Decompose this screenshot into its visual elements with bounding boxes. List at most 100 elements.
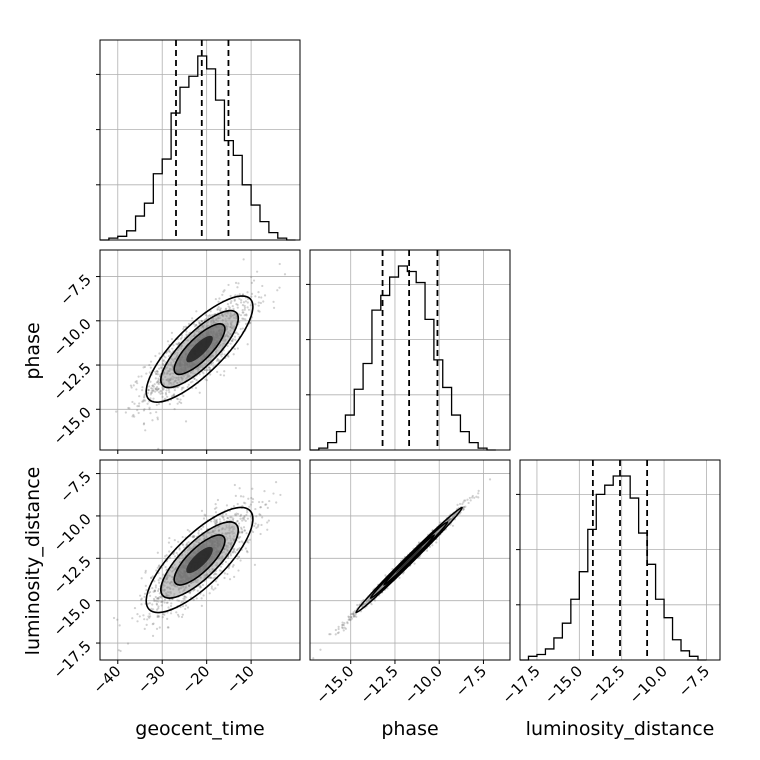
sample-point xyxy=(185,330,188,333)
sample-point xyxy=(157,605,160,608)
sample-point xyxy=(160,600,164,603)
sample-point xyxy=(180,386,184,389)
sample-point xyxy=(162,573,165,576)
sample-point xyxy=(226,572,229,576)
sample-point xyxy=(157,387,160,391)
sample-point xyxy=(136,408,139,412)
sample-point xyxy=(210,587,213,590)
sample-point xyxy=(156,589,160,593)
sample-point xyxy=(152,397,155,400)
contour-ellipse xyxy=(186,546,213,574)
sample-point xyxy=(168,403,171,406)
sample-point xyxy=(162,387,165,391)
sample-point xyxy=(247,497,250,500)
sample-point xyxy=(337,627,340,631)
sample-point xyxy=(238,540,241,544)
sample-point xyxy=(240,526,243,529)
sample-point xyxy=(159,392,162,395)
sample-point xyxy=(241,519,244,522)
sample-point xyxy=(140,577,143,580)
sample-point xyxy=(197,529,200,532)
sample-point xyxy=(143,395,146,398)
sample-point xyxy=(246,297,250,301)
sample-point xyxy=(471,494,474,498)
sample-point xyxy=(228,306,231,309)
sample-point xyxy=(254,507,257,511)
sample-point xyxy=(213,520,216,523)
sample-point xyxy=(118,624,121,627)
sample-point xyxy=(163,601,166,604)
sample-point xyxy=(157,382,160,386)
sample-point xyxy=(155,597,159,600)
sample-point xyxy=(238,547,241,550)
sample-point xyxy=(249,515,253,518)
contour-ellipse xyxy=(145,295,254,404)
sample-point xyxy=(209,315,212,318)
sample-point xyxy=(167,541,171,544)
sample-point xyxy=(144,429,147,432)
sample-point xyxy=(164,391,167,395)
sample-point xyxy=(246,509,249,512)
sample-point xyxy=(343,622,346,625)
sample-point xyxy=(195,597,198,600)
sample-point xyxy=(160,367,163,370)
sample-point xyxy=(241,531,244,534)
sample-point xyxy=(236,347,239,350)
sample-point xyxy=(257,304,260,307)
sample-point xyxy=(184,325,187,328)
sample-point xyxy=(149,412,152,415)
sample-point xyxy=(159,366,163,369)
sample-point xyxy=(151,384,154,388)
density-panel-luminosity-distance-vs-geocent-time xyxy=(96,459,301,664)
sample-point xyxy=(197,532,200,535)
sample-point xyxy=(231,340,234,343)
sample-point xyxy=(246,291,249,294)
sample-point xyxy=(192,589,195,592)
histogram-line xyxy=(520,475,707,661)
contour-ellipse xyxy=(186,335,213,363)
sample-point xyxy=(148,408,151,411)
sample-point xyxy=(205,379,209,382)
sample-point xyxy=(251,487,254,490)
sample-point xyxy=(131,617,134,620)
sample-point xyxy=(164,393,168,396)
sample-point xyxy=(236,519,239,523)
sample-point xyxy=(133,606,137,610)
sample-point xyxy=(237,512,240,516)
sample-point xyxy=(250,295,253,298)
sample-point xyxy=(161,362,164,365)
sample-point xyxy=(136,620,139,623)
sample-point xyxy=(157,615,160,618)
sample-point xyxy=(451,524,455,527)
sample-point xyxy=(159,577,162,580)
sample-point xyxy=(176,613,180,616)
sample-point xyxy=(260,296,263,299)
sample-point xyxy=(142,423,145,426)
sample-point xyxy=(161,386,164,389)
sample-point xyxy=(186,606,190,609)
sample-point xyxy=(207,314,210,318)
panel-frame xyxy=(99,39,301,241)
sample-point xyxy=(246,301,249,304)
sample-point xyxy=(142,409,146,412)
sample-point xyxy=(139,594,142,597)
sample-point xyxy=(164,397,167,400)
sample-point xyxy=(187,541,190,544)
sample-point xyxy=(251,500,254,504)
contour-ellipse xyxy=(355,506,464,614)
sample-point xyxy=(152,389,155,392)
sample-point xyxy=(467,501,470,505)
sample-point xyxy=(448,519,451,522)
sample-point xyxy=(232,517,235,520)
sample-point xyxy=(275,501,278,504)
sample-point xyxy=(263,490,266,493)
sample-point xyxy=(150,607,153,611)
sample-point xyxy=(352,615,355,618)
sample-point xyxy=(167,626,170,629)
sample-point xyxy=(129,384,133,387)
sample-point xyxy=(272,492,275,495)
sample-point xyxy=(156,370,159,373)
sample-point xyxy=(247,308,251,311)
sample-point xyxy=(413,562,416,565)
sample-point xyxy=(337,625,340,628)
